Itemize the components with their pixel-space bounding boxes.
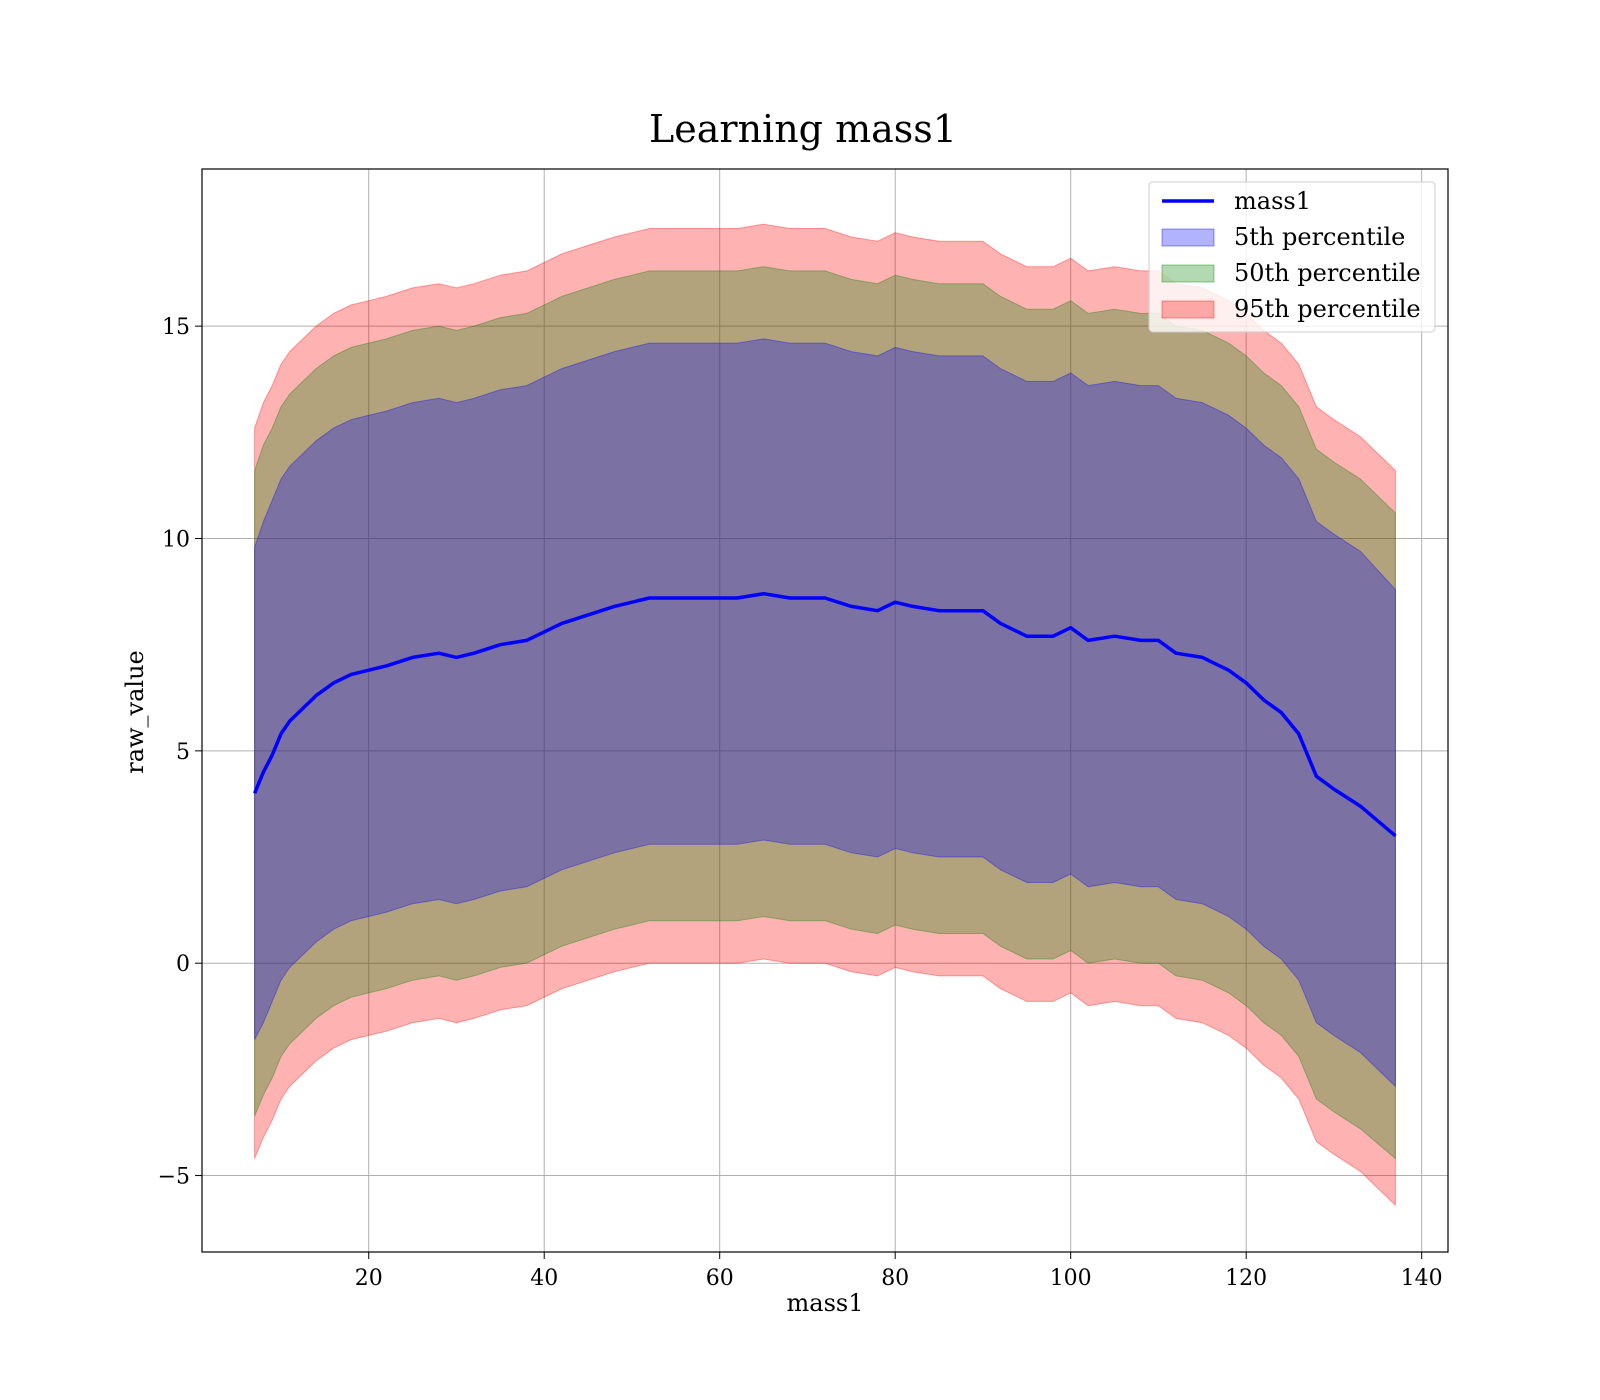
x-tick-label: 140	[1401, 1266, 1443, 1291]
x-tick-label: 120	[1225, 1266, 1267, 1291]
x-axis: 20 40 60 80 100 120 140	[355, 1252, 1443, 1291]
series-line-mass1	[252, 591, 1397, 838]
percentile-bands	[254, 223, 1396, 1207]
y-axis-label: raw_value	[121, 650, 149, 774]
x-tick-label: 60	[706, 1266, 734, 1291]
x-tick-label: 40	[530, 1266, 558, 1291]
legend-label-50th-percentile: 50th percentile	[1234, 259, 1421, 287]
x-tick-label: 100	[1050, 1266, 1092, 1291]
legend-swatch-95th-percentile	[1161, 300, 1215, 319]
legend-label-5th-percentile: 5th percentile	[1234, 223, 1405, 251]
x-tick-label: 20	[355, 1266, 383, 1291]
band-5th-percentile	[254, 338, 1396, 1088]
legend-swatch-50th-percentile	[1161, 264, 1215, 283]
legend: mass1 5th percentile 50th percentile 95th p…	[1148, 181, 1436, 333]
plot-frame	[201, 168, 1449, 1253]
x-tick-label: 80	[881, 1266, 909, 1291]
series-lines	[252, 591, 1397, 838]
chart-title: Learning mass1	[649, 107, 957, 151]
y-tick-label: −5	[158, 1165, 190, 1190]
band-95th-percentile	[254, 223, 1396, 1207]
grid	[202, 169, 1448, 1252]
band-50th-percentile	[254, 266, 1396, 1160]
y-tick-label: 0	[176, 952, 190, 977]
y-axis: −5 0 5 10 15	[158, 315, 202, 1190]
legend-frame	[1148, 181, 1436, 333]
y-tick-label: 10	[162, 527, 190, 552]
legend-label-95th-percentile: 95th percentile	[1234, 295, 1421, 323]
x-axis-label: mass1	[787, 1289, 864, 1317]
legend-swatch-5th-percentile	[1161, 228, 1215, 247]
y-tick-label: 15	[162, 315, 190, 340]
legend-label-mass1: mass1	[1234, 187, 1311, 215]
y-tick-label: 5	[176, 740, 190, 765]
